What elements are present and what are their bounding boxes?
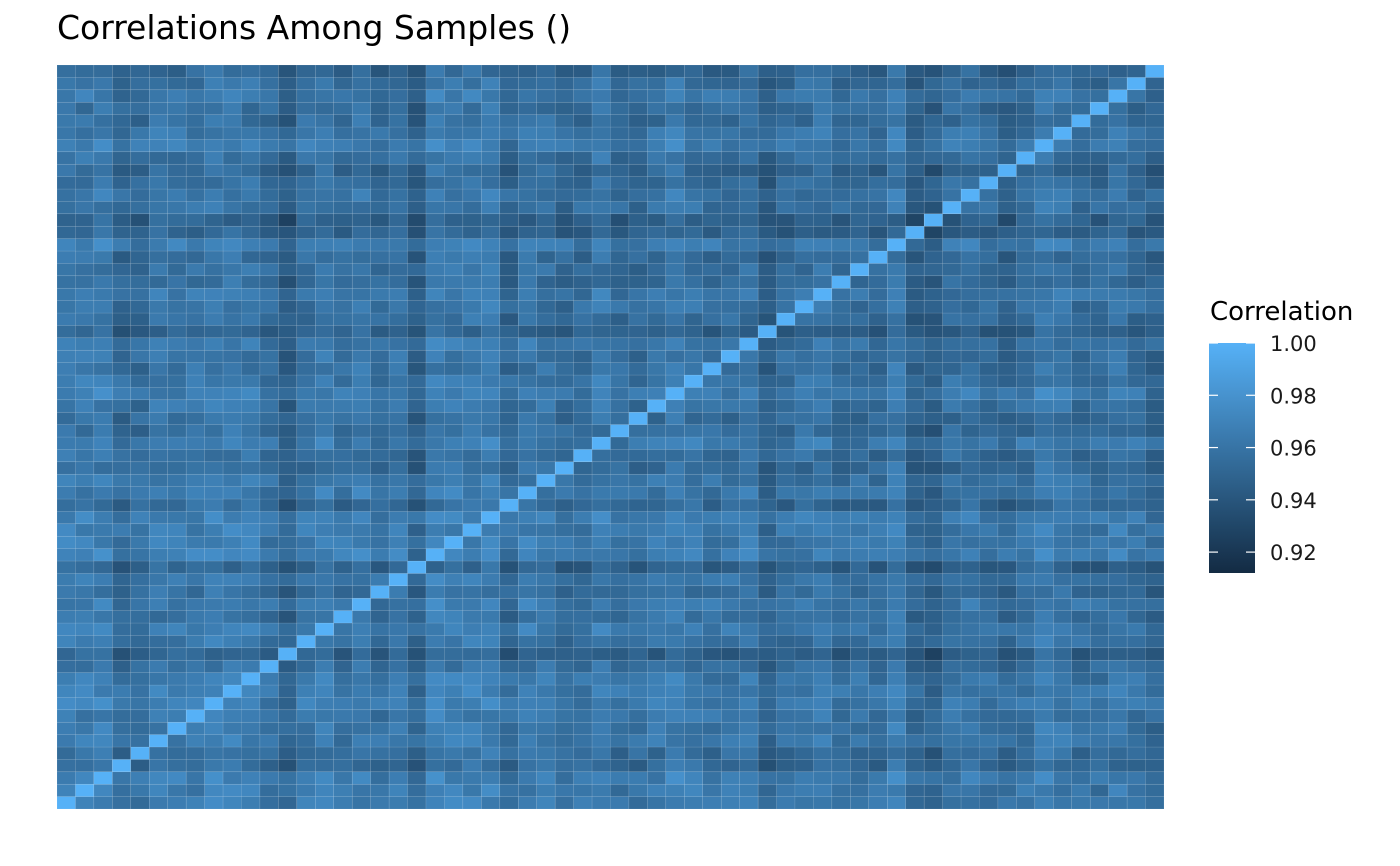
legend-tick-label: 0.94	[1270, 489, 1317, 513]
legend-tick-label: 0.96	[1270, 437, 1317, 461]
legend-tick-label: 0.98	[1270, 384, 1317, 408]
chart-title: Correlations Among Samples ()	[57, 8, 572, 47]
heatmap-cells	[56, 64, 1165, 810]
legend-tick-label: 1.00	[1270, 332, 1317, 356]
legend-tick-label: 0.92	[1270, 541, 1317, 565]
legend-colorbar	[1209, 343, 1255, 573]
